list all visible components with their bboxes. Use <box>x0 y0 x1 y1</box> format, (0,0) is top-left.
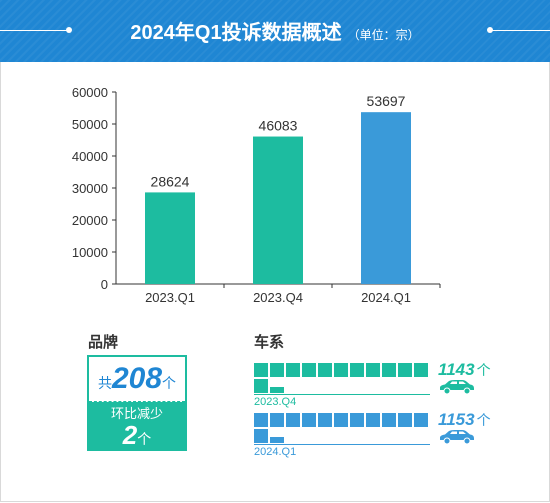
series-unit-square <box>270 363 284 377</box>
series-unit-square <box>414 413 428 427</box>
header-line-right <box>490 30 550 31</box>
series-unit-square <box>254 413 268 427</box>
brand-total-prefix: 共 <box>97 375 112 391</box>
series-period-q1: 2024.Q1 <box>254 446 297 458</box>
bar-value-label: 53697 <box>367 93 406 109</box>
brand-change: 环比减少 2个 <box>89 402 185 449</box>
series-unit-square <box>398 363 412 377</box>
series-period-q4: 2023.Q4 <box>254 396 297 408</box>
y-tick-label: 30000 <box>72 181 108 196</box>
series-unit-square <box>414 363 428 377</box>
y-tick-label: 10000 <box>72 245 108 260</box>
brand-section-label: 品牌 <box>88 334 119 351</box>
title-block: 2024年Q1投诉数据概述 （单位：宗） <box>0 16 550 45</box>
brand-change-label: 环比减少 <box>110 406 163 421</box>
y-tick-label: 50000 <box>72 117 108 132</box>
series-row-underline <box>254 394 430 395</box>
bar-value-label: 28624 <box>151 173 190 189</box>
series-unit-square <box>254 379 268 393</box>
car-icon <box>440 430 474 445</box>
y-tick-label: 20000 <box>72 213 108 228</box>
series-unit-square <box>302 413 316 427</box>
series-unit-square <box>302 363 316 377</box>
series-unit-square <box>254 363 268 377</box>
series-unit-square <box>334 363 348 377</box>
y-tick-label: 60000 <box>72 85 108 100</box>
car-icon <box>440 380 474 395</box>
bar <box>253 136 303 284</box>
brand-total-value: 208 <box>111 362 163 395</box>
bar <box>361 112 411 284</box>
brand-summary-card: 共208个 环比减少 2个 <box>87 355 187 451</box>
series-unit-square <box>286 413 300 427</box>
bar-value-label: 46083 <box>259 118 298 134</box>
series-count-q4: 1143 个 <box>438 360 491 380</box>
series-partial-square <box>270 387 284 393</box>
brand-total-unit: 个 <box>162 375 177 391</box>
series-unit-square <box>382 413 396 427</box>
series-unit-square <box>398 413 412 427</box>
header-dot-right <box>487 27 493 33</box>
series-partial-square <box>270 437 284 443</box>
header-dot-left <box>66 27 72 33</box>
series-unit-square <box>270 413 284 427</box>
series-count-q1-value: 1153 <box>438 410 475 429</box>
y-tick-label: 0 <box>101 277 108 292</box>
x-tick-label: 2024.Q1 <box>361 290 411 305</box>
y-tick-label: 40000 <box>72 149 108 164</box>
x-tick-label: 2023.Q4 <box>253 290 303 305</box>
series-count-q1-unit: 个 <box>476 412 491 428</box>
series-count-q4-unit: 个 <box>476 362 491 378</box>
x-tick-label: 2023.Q1 <box>145 290 195 305</box>
brand-change-value: 2 <box>122 420 138 450</box>
complaints-bar-chart: 0 10000 20000 30000 40000 50000 60000 28624 2023… <box>72 85 441 305</box>
series-section-label: 车系 <box>254 334 285 351</box>
series-unit-square <box>286 363 300 377</box>
header-banner: 2024年Q1投诉数据概述 （单位：宗） <box>0 0 550 62</box>
page-title: 2024年Q1投诉数据概述 <box>130 22 342 44</box>
series-unit-square <box>350 413 364 427</box>
brand-total: 共208个 <box>89 357 185 402</box>
series-unit-square <box>366 413 380 427</box>
header-line-left <box>0 30 68 31</box>
series-unit-square <box>334 413 348 427</box>
series-unit-square <box>318 413 332 427</box>
brand-change-unit: 个 <box>137 431 152 447</box>
series-unit-square <box>318 363 332 377</box>
series-count-q4-value: 1143 <box>438 360 475 379</box>
series-unit-square <box>366 363 380 377</box>
series-unit-square <box>382 363 396 377</box>
series-unit-square <box>350 363 364 377</box>
series-row-underline <box>254 444 430 445</box>
series-count-q1: 1153 个 <box>438 410 491 430</box>
bar <box>145 192 195 284</box>
series-unit-square <box>254 429 268 443</box>
unit-note: （单位：宗） <box>347 28 420 42</box>
